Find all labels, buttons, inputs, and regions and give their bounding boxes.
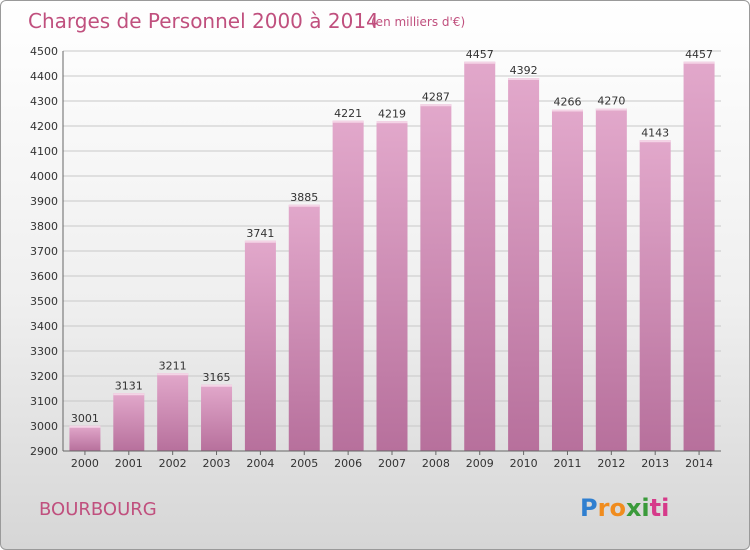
data-label: 3211 [159, 359, 187, 372]
y-tick-label: 3600 [30, 270, 58, 283]
data-label: 4266 [553, 96, 581, 109]
logo-letter: r [598, 494, 610, 522]
logo-letter: x [626, 494, 642, 522]
bar-highlight [244, 240, 276, 243]
data-label: 4270 [597, 95, 625, 108]
chart-subtitle: (en milliers d'€) [371, 15, 465, 29]
data-label: 3131 [115, 379, 143, 392]
logo-letter: P [580, 494, 598, 522]
y-tick-label: 3000 [30, 420, 58, 433]
bar-layer: 3001 3131 3211 3165 3741 3885 4221 4219 4287 4457… [69, 48, 715, 451]
data-label: 4457 [685, 48, 713, 61]
data-label: 4143 [641, 126, 669, 139]
bar [113, 393, 145, 451]
y-tick-label: 3900 [30, 195, 58, 208]
x-tick-label: 2011 [553, 457, 581, 470]
y-tick-label: 3100 [30, 395, 58, 408]
x-tick-label: 2003 [203, 457, 231, 470]
logo-letter: i [661, 494, 669, 522]
x-tick-label: 2014 [685, 457, 713, 470]
bar [244, 240, 276, 451]
bar [332, 120, 364, 451]
data-label: 4457 [466, 48, 494, 61]
proxiti-logo: Proxiti [580, 494, 669, 522]
data-label: 3165 [203, 371, 231, 384]
y-tick-label: 4200 [30, 120, 58, 133]
bar [595, 108, 627, 451]
y-tick-label: 3500 [30, 295, 58, 308]
bar-highlight [464, 61, 496, 64]
logo-letter: t [650, 494, 661, 522]
data-label: 4392 [510, 64, 538, 77]
y-tick-label: 3800 [30, 220, 58, 233]
bar-highlight [69, 425, 101, 428]
bar [639, 140, 671, 451]
x-tick-label: 2005 [290, 457, 318, 470]
y-tick-label: 4500 [30, 45, 58, 58]
x-tick-label: 2006 [334, 457, 362, 470]
bar-highlight [683, 61, 715, 64]
x-tick-label: 2004 [246, 457, 274, 470]
x-tick-label: 2013 [641, 457, 669, 470]
data-label: 4219 [378, 107, 406, 120]
data-label: 3001 [71, 412, 99, 425]
bar-highlight [508, 78, 540, 80]
y-tick-label: 4000 [30, 170, 58, 183]
y-tick-label: 3400 [30, 320, 58, 333]
x-tick-label: 2000 [71, 457, 99, 470]
bar-highlight [420, 104, 452, 107]
y-tick-label: 3300 [30, 345, 58, 358]
y-tick-label: 2900 [30, 445, 58, 458]
axis-layer: 2900 3000 3100 3200 3300 3400 3500 3600 3700 3800… [30, 45, 721, 470]
chart-title: Charges de Personnel 2000 à 2014 [28, 9, 379, 33]
bar-highlight [376, 121, 408, 124]
data-label: 3885 [290, 191, 318, 204]
x-tick-label: 2008 [422, 457, 450, 470]
y-tick-label: 3200 [30, 370, 58, 383]
data-label: 4221 [334, 107, 362, 120]
data-label: 4287 [422, 90, 450, 103]
bar [157, 373, 189, 451]
bar-highlight [201, 384, 233, 387]
bar [69, 425, 101, 451]
x-tick-label: 2012 [597, 457, 625, 470]
y-tick-label: 3700 [30, 245, 58, 258]
bar-highlight [113, 393, 145, 396]
x-tick-label: 2007 [378, 457, 406, 470]
bar-highlight [157, 373, 189, 376]
bar-highlight [332, 120, 364, 123]
data-label: 3741 [246, 227, 274, 240]
bar-highlight [551, 109, 583, 112]
logo-letter: o [609, 494, 626, 522]
x-tick-label: 2002 [159, 457, 187, 470]
x-tick-label: 2001 [115, 457, 143, 470]
x-tick-label: 2009 [466, 457, 494, 470]
bar [508, 78, 540, 451]
bar [551, 109, 583, 451]
bar-highlight [595, 108, 627, 111]
bar [420, 104, 452, 451]
bar [201, 384, 233, 451]
y-tick-label: 4300 [30, 95, 58, 108]
bar [464, 61, 496, 451]
bar-highlight [639, 140, 671, 143]
logo-letter: i [641, 494, 649, 522]
y-tick-label: 4100 [30, 145, 58, 158]
bar-highlight [288, 204, 320, 207]
bar [376, 121, 408, 451]
bar [288, 204, 320, 451]
y-tick-label: 4400 [30, 70, 58, 83]
x-tick-label: 2010 [510, 457, 538, 470]
bar [683, 61, 715, 451]
town-name: BOURBOURG [39, 499, 157, 520]
